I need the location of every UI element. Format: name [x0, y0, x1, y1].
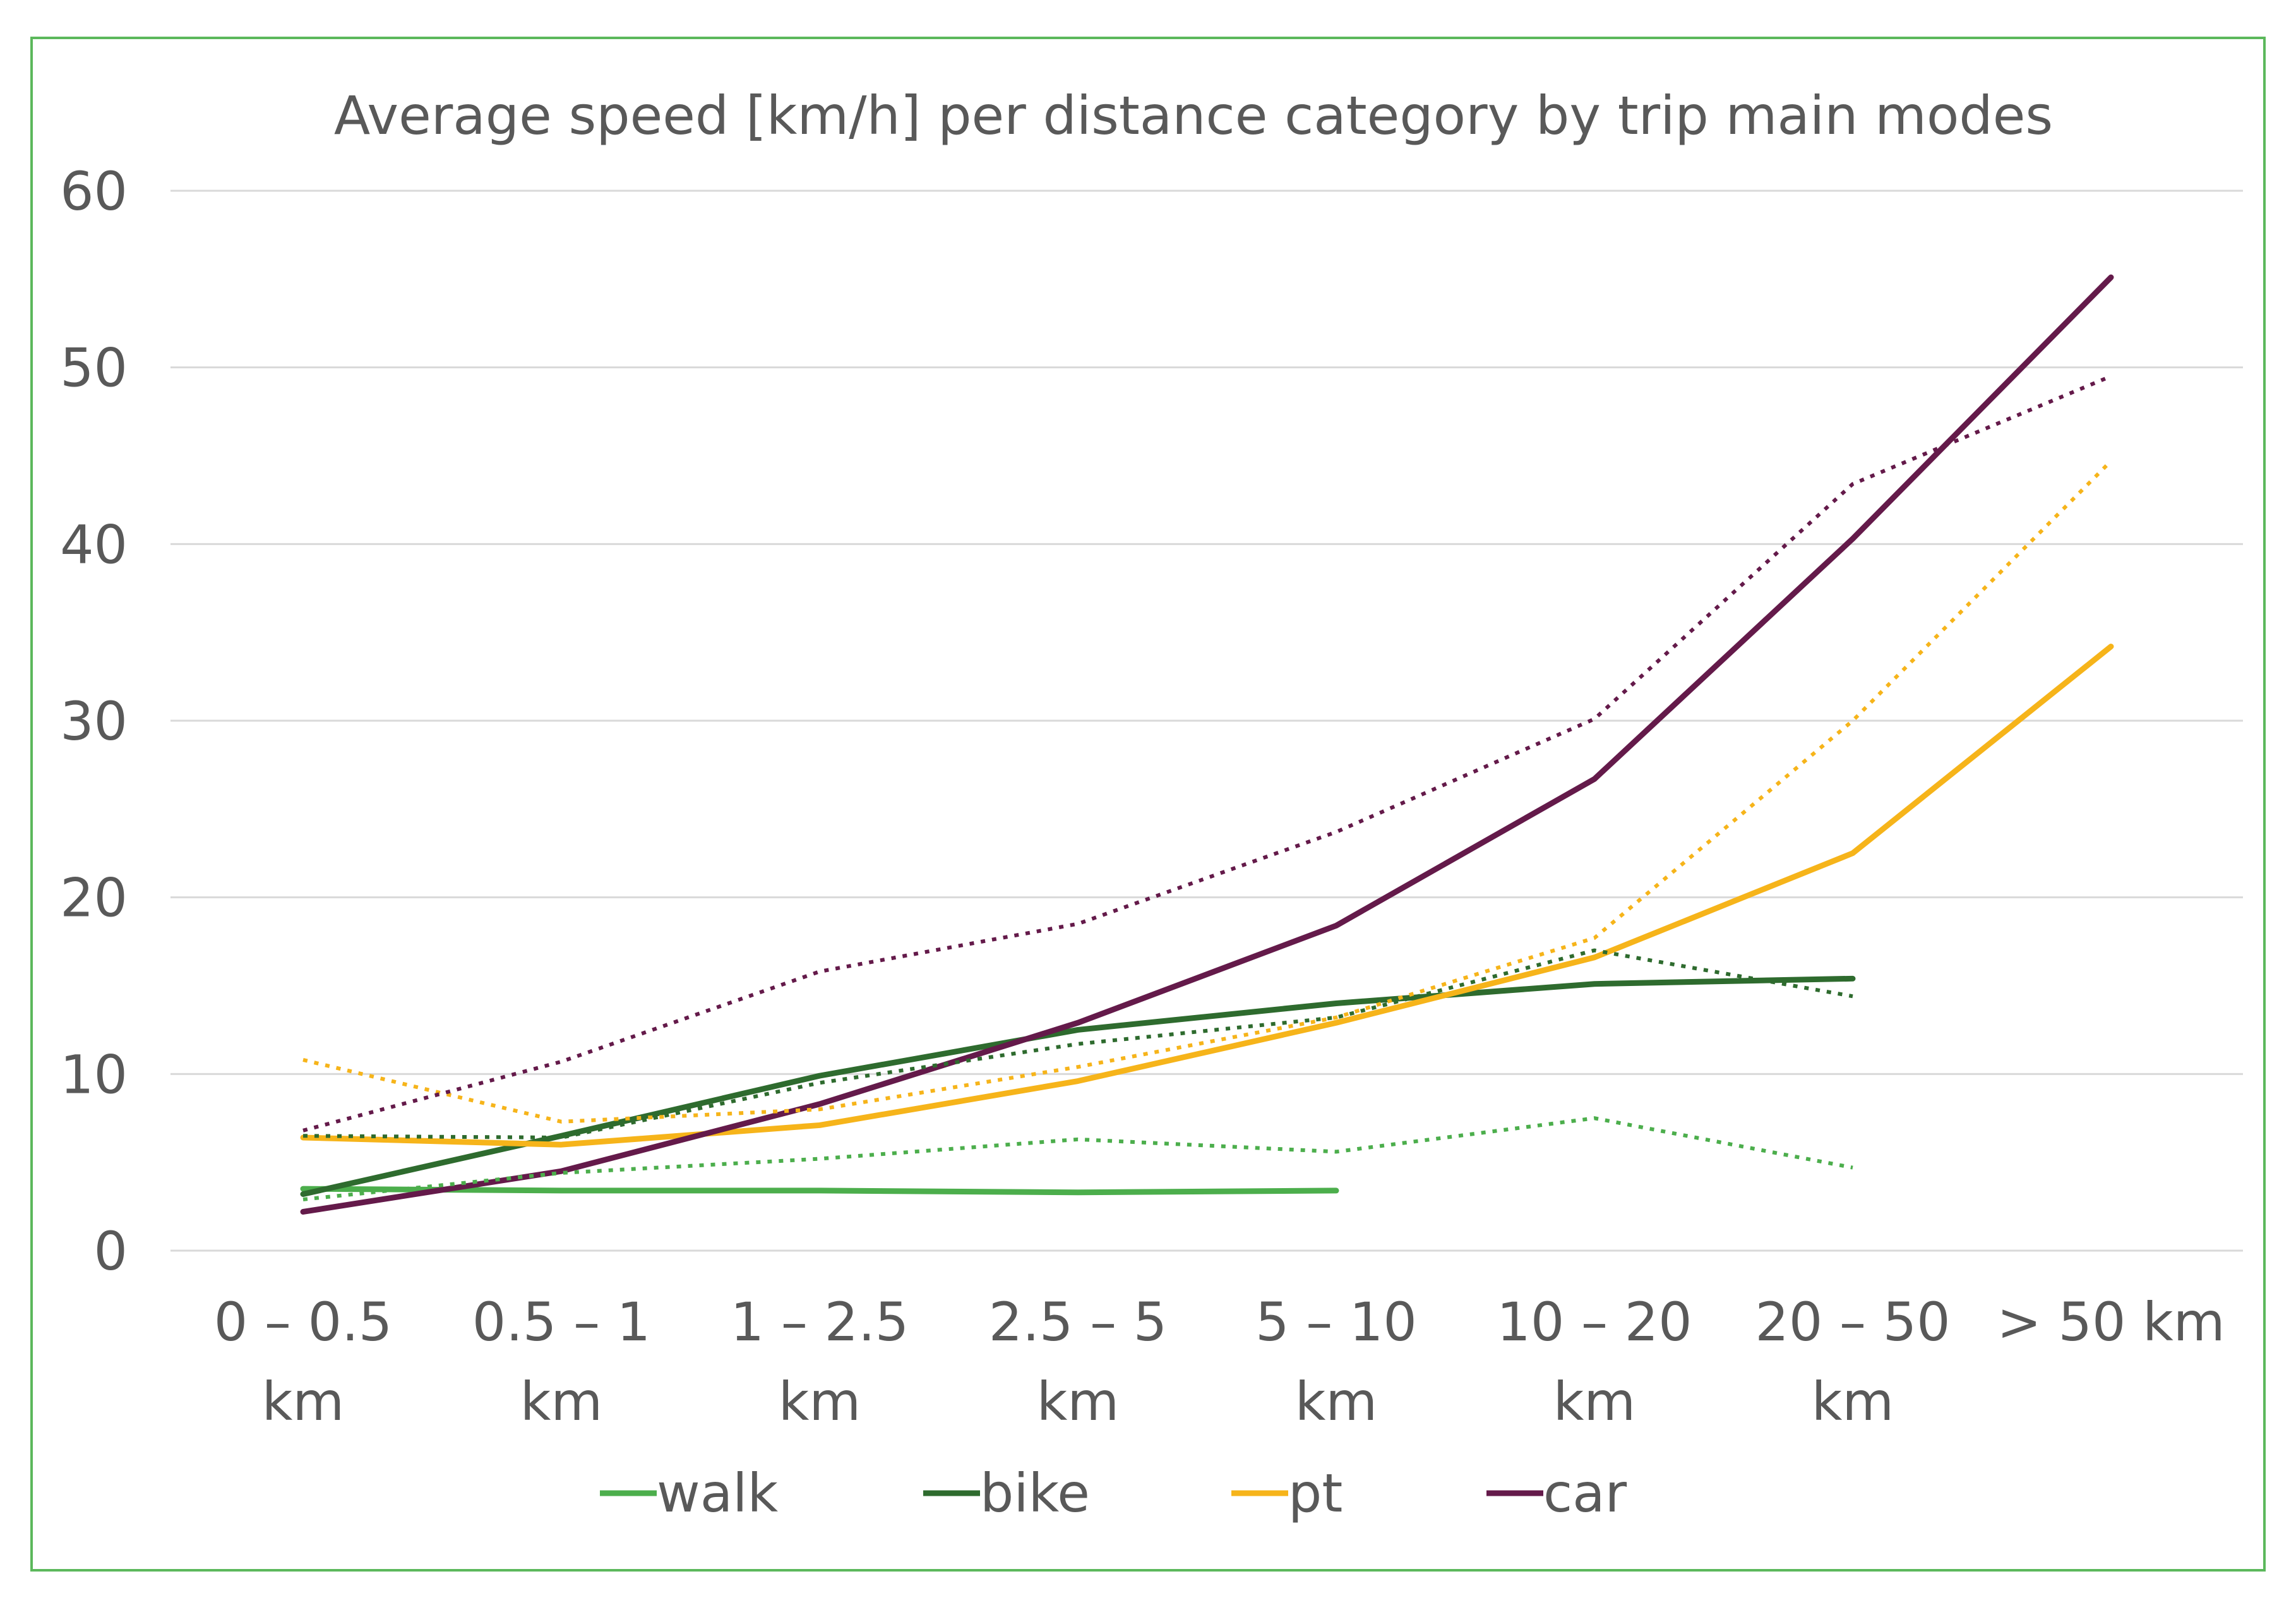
x-tick-label: km [1295, 1371, 1377, 1433]
x-tick-label: 10 – 20 [1497, 1291, 1692, 1353]
legend-label-walk: walk [657, 1462, 779, 1524]
y-tick-label: 10 [60, 1043, 128, 1105]
data-series [300, 274, 2114, 1215]
line-chart: Average speed [km/h] per distance catego… [60, 85, 2243, 1524]
series-line-car-solid [300, 274, 2114, 1215]
chart-title: Average speed [km/h] per distance catego… [334, 85, 2053, 147]
x-tick-label: 0.5 – 1 [472, 1291, 650, 1353]
x-tick-label: km [520, 1371, 602, 1433]
series-line-pt-dotted [302, 459, 2113, 1124]
x-tick-label: km [1812, 1371, 1894, 1433]
x-tick-label: km [262, 1371, 344, 1433]
x-tick-label: 5 – 10 [1255, 1291, 1417, 1353]
y-tick-label: 20 [60, 867, 128, 929]
x-axis-tick-labels: 0 – 0.5 km 0.5 – 1 km 1 – 2.5 km 2.5 – 5 km 5 – … [214, 1291, 2225, 1433]
series-line-car-dotted [302, 374, 2112, 1133]
legend: walk bike pt car [600, 1462, 1627, 1524]
x-tick-label: 1 – 2.5 [731, 1291, 909, 1353]
chart-frame: Average speed [km/h] per distance catego… [30, 37, 2266, 1572]
series-line-pt-solid [300, 644, 2114, 1148]
x-tick-label: 0 – 0.5 [214, 1291, 392, 1353]
y-tick-label: 30 [60, 690, 128, 752]
x-tick-label: km [779, 1371, 861, 1433]
legend-label-pt: pt [1288, 1462, 1342, 1524]
series-line-bike-dotted [302, 948, 1853, 1140]
x-tick-label: > 50 km [1997, 1291, 2225, 1353]
y-axis-tick-labels: 0 10 20 30 40 50 60 [60, 160, 128, 1282]
legend-label-car: car [1543, 1462, 1627, 1524]
y-tick-label: 40 [60, 514, 128, 575]
y-tick-label: 60 [60, 160, 128, 222]
x-tick-label: 20 – 50 [1755, 1291, 1950, 1353]
y-tick-label: 50 [60, 337, 128, 399]
x-tick-label: 2.5 – 5 [989, 1291, 1167, 1353]
series-line-walk-solid [300, 1186, 1339, 1196]
series-line-bike-solid [300, 975, 1856, 1198]
y-tick-label: 0 [94, 1220, 128, 1282]
series-line-walk-dotted [302, 1116, 1853, 1201]
x-tick-label: km [1553, 1371, 1635, 1433]
legend-label-bike: bike [980, 1462, 1090, 1524]
grid-lines [170, 189, 2243, 1252]
x-tick-label: km [1037, 1371, 1119, 1433]
